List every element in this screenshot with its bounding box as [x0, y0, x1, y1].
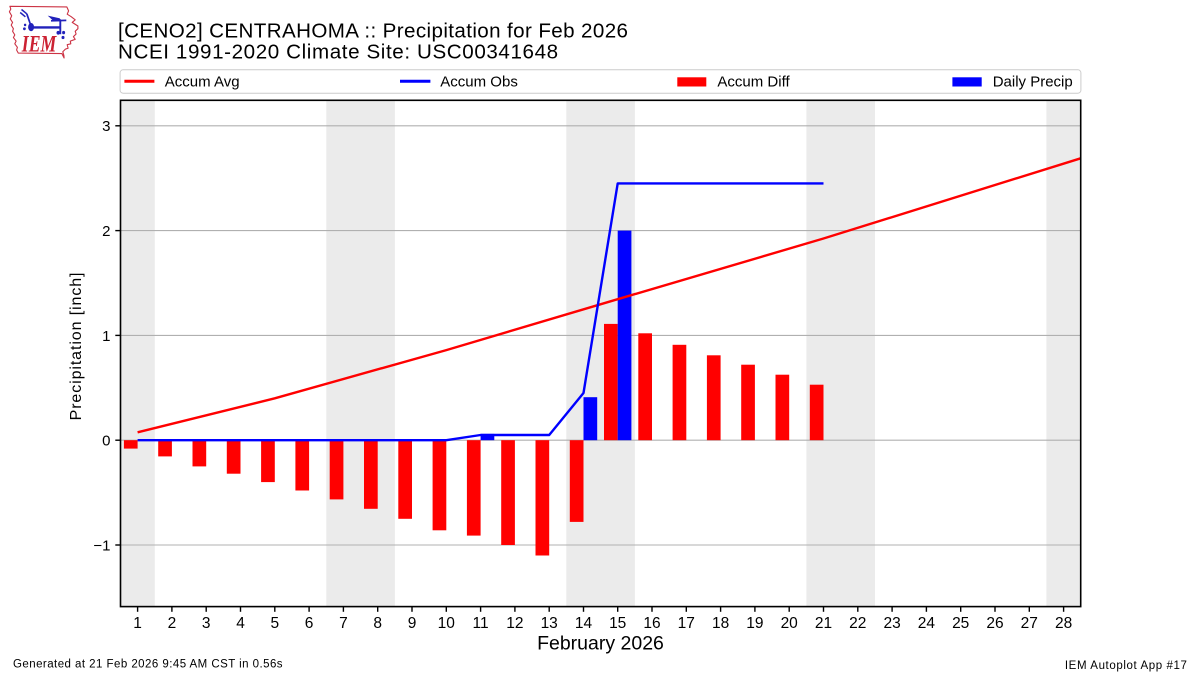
svg-text:18: 18 — [712, 615, 729, 632]
svg-text:0: 0 — [102, 433, 110, 450]
svg-text:4: 4 — [236, 615, 245, 632]
svg-text:21: 21 — [815, 615, 832, 632]
svg-text:13: 13 — [541, 615, 558, 632]
svg-text:7: 7 — [339, 615, 348, 632]
svg-text:1: 1 — [102, 328, 110, 345]
svg-text:20: 20 — [781, 615, 799, 632]
svg-text:11: 11 — [473, 615, 489, 632]
svg-text:12: 12 — [506, 615, 523, 632]
svg-text:Daily Precip: Daily Precip — [993, 73, 1073, 90]
svg-text:1: 1 — [133, 615, 142, 632]
svg-text:3: 3 — [202, 615, 211, 632]
svg-text:IEM: IEM — [21, 32, 57, 57]
svg-text:6: 6 — [305, 615, 314, 632]
svg-text:19: 19 — [746, 615, 763, 632]
svg-text:NCEI 1991-2020 Climate Site: U: NCEI 1991-2020 Climate Site: USC00341648 — [118, 40, 559, 63]
svg-text:27: 27 — [1021, 615, 1038, 632]
svg-text:24: 24 — [918, 615, 936, 632]
svg-text:25: 25 — [952, 615, 969, 632]
svg-text:2: 2 — [168, 615, 177, 632]
svg-text:2: 2 — [102, 223, 110, 240]
svg-text:16: 16 — [643, 615, 660, 632]
svg-text:Accum Avg: Accum Avg — [165, 73, 240, 90]
svg-text:22: 22 — [849, 615, 866, 632]
svg-text:26: 26 — [986, 615, 1003, 632]
svg-text:5: 5 — [270, 615, 279, 632]
svg-text:15: 15 — [609, 615, 626, 632]
svg-text:Accum Obs: Accum Obs — [440, 73, 518, 90]
svg-text:9: 9 — [408, 615, 417, 632]
svg-text:Accum Diff: Accum Diff — [717, 73, 790, 90]
svg-text:−1: −1 — [93, 537, 110, 554]
svg-text:Generated at 21 Feb 2026 9:45: Generated at 21 Feb 2026 9:45 AM CST in … — [13, 659, 283, 671]
svg-text:14: 14 — [575, 615, 593, 632]
svg-text:3: 3 — [102, 118, 110, 135]
svg-text:23: 23 — [883, 615, 900, 632]
svg-text:10: 10 — [438, 615, 456, 632]
svg-text:8: 8 — [373, 615, 382, 632]
svg-text:[CENO2] CENTRAHOMA :: Precipit: [CENO2] CENTRAHOMA :: Precipitation for … — [118, 19, 628, 42]
svg-text:IEM Autoplot App #17: IEM Autoplot App #17 — [1065, 660, 1188, 672]
svg-text:February 2026: February 2026 — [537, 633, 664, 655]
svg-text:Precipitation [inch]: Precipitation [inch] — [68, 272, 85, 421]
svg-text:17: 17 — [678, 615, 695, 632]
svg-text:28: 28 — [1055, 615, 1072, 632]
